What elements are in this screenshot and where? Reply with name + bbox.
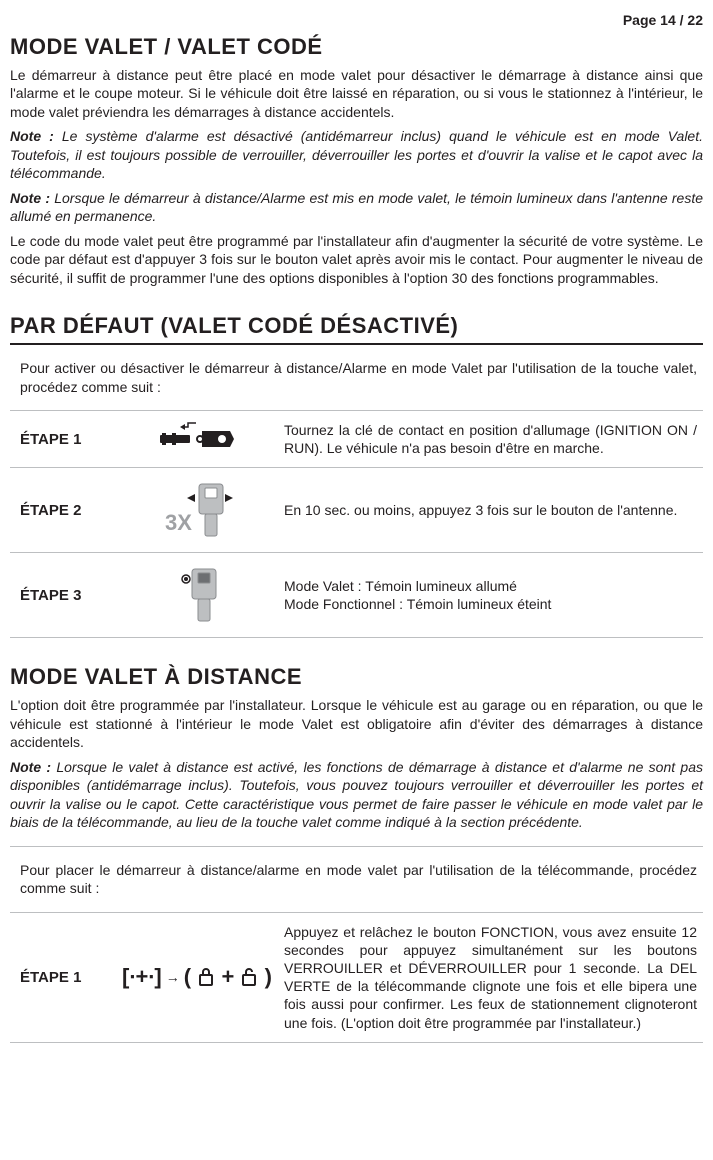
antenna-button-icon: 3X <box>137 478 257 542</box>
step-icon-cell <box>116 411 278 468</box>
paren-open: ( <box>184 963 191 992</box>
table-row: ÉTAPE 1 [∙+∙] → ( + ) <box>10 912 703 1042</box>
table-row: ÉTAPE 3 Mode Valet : Témoin lumineux all… <box>10 553 703 638</box>
step-label: ÉTAPE 1 <box>10 411 116 468</box>
steps-table-2: Pour placer le démarreur à distance/alar… <box>10 846 703 1043</box>
note-paragraph: Note : Le système d'alarme est désactivé… <box>10 127 703 182</box>
remote-combo-icon: [∙+∙] → ( + ) <box>122 963 272 992</box>
step-desc: Mode Valet : Témoin lumineux allumé Mode… <box>278 553 703 638</box>
step-label: ÉTAPE 1 <box>10 912 116 1042</box>
page-number: Page 14 / 22 <box>10 12 703 28</box>
step-desc: En 10 sec. ou moins, appuyez 3 fois sur … <box>278 468 703 553</box>
note-paragraph: Note : Lorsque le valet à distance est a… <box>10 758 703 832</box>
paragraph: Le démarreur à distance peut être placé … <box>10 66 703 121</box>
note-label: Note : <box>10 128 54 144</box>
antenna-led-icon <box>152 563 242 627</box>
note-text: Lorsque le démarreur à distance/Alarme e… <box>10 190 703 224</box>
lock-icon <box>198 967 214 987</box>
paragraph: L'option doit être programmée par l'inst… <box>10 696 703 751</box>
arrow-icon: → <box>166 968 180 986</box>
note-label: Note : <box>10 190 50 206</box>
step-desc: Tournez la clé de contact en position d'… <box>278 411 703 468</box>
plus-icon: + <box>221 963 234 992</box>
press-count: 3X <box>165 510 192 535</box>
step-icon-cell <box>116 553 278 638</box>
table-intro: Pour placer le démarreur à distance/alar… <box>16 857 697 902</box>
note-label: Note : <box>10 759 51 775</box>
heading-valet-distance: MODE VALET À DISTANCE <box>10 664 703 690</box>
steps-table: Pour activer ou désactiver le démarreur … <box>10 345 703 638</box>
step-label: ÉTAPE 3 <box>10 553 116 638</box>
note-text: Le système d'alarme est désactivé (antid… <box>10 128 703 181</box>
step-icon-cell: [∙+∙] → ( + ) <box>116 912 278 1042</box>
unlock-icon <box>241 967 257 987</box>
heading-mode-valet: MODE VALET / VALET CODÉ <box>10 34 703 60</box>
step-desc: Appuyez et relâchez le bouton FONCTION, … <box>278 912 703 1042</box>
step-label: ÉTAPE 2 <box>10 468 116 553</box>
ignition-key-icon <box>152 421 242 457</box>
step3-line2: Mode Fonctionnel : Témoin lumineux étein… <box>284 596 551 612</box>
table-row: ÉTAPE 1 Tournez la clé de conta <box>10 411 703 468</box>
step3-line1: Mode Valet : Témoin lumineux allumé <box>284 578 517 594</box>
note-paragraph: Note : Lorsque le démarreur à distance/A… <box>10 189 703 226</box>
table-row: ÉTAPE 2 3X En 10 sec. ou moins, appuyez … <box>10 468 703 553</box>
heading-par-defaut: PAR DÉFAUT (VALET CODÉ DÉSACTIVÉ) <box>10 313 703 345</box>
paragraph: Le code du mode valet peut être programm… <box>10 232 703 287</box>
paren-close: ) <box>265 963 272 992</box>
note-text: Lorsque le valet à distance est activé, … <box>10 759 703 830</box>
step-icon-cell: 3X <box>116 468 278 553</box>
bracket-icon: [∙+∙] <box>122 963 162 992</box>
table-intro: Pour activer ou désactiver le démarreur … <box>16 355 697 400</box>
